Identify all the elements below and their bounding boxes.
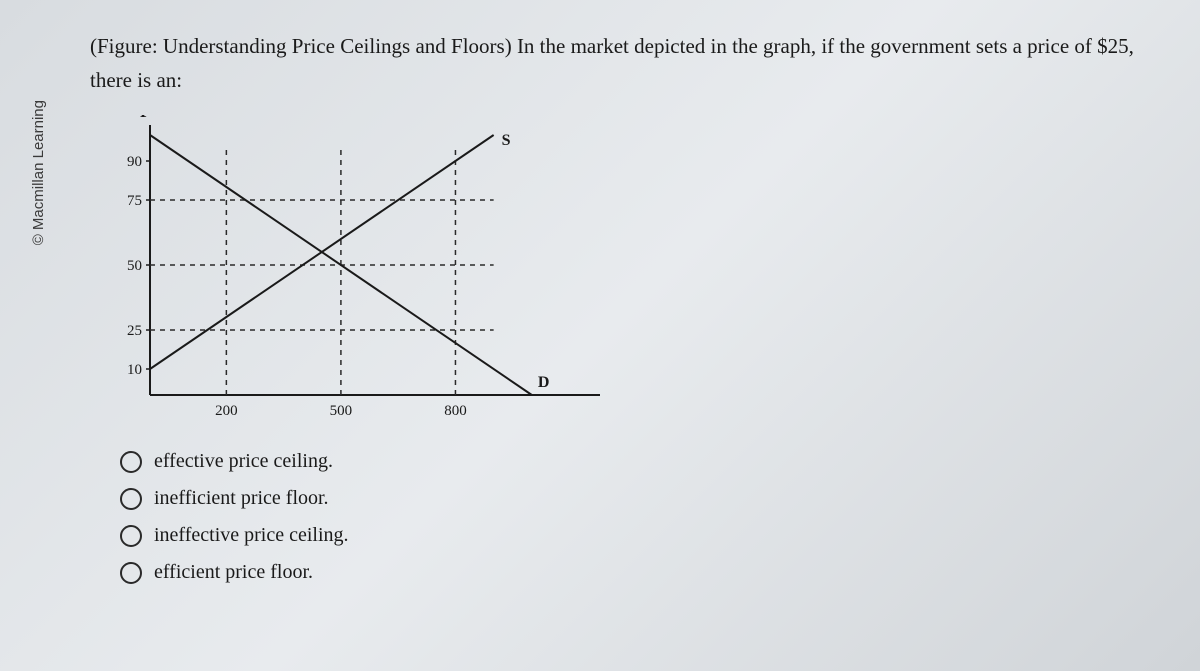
chart-svg: 9075502510200500800PQSD [100, 115, 600, 435]
option-a[interactable]: effective price ceiling. [120, 450, 349, 473]
option-label: efficient price floor. [154, 561, 313, 584]
option-b[interactable]: inefficient price floor. [120, 487, 349, 510]
svg-text:S: S [502, 132, 511, 149]
radio-icon [120, 562, 142, 584]
radio-icon [120, 525, 142, 547]
radio-icon [120, 488, 142, 510]
option-c[interactable]: ineffective price ceiling. [120, 524, 349, 547]
question-text: (Figure: Understanding Price Ceilings an… [90, 30, 1150, 97]
svg-text:10: 10 [127, 362, 142, 378]
svg-text:800: 800 [444, 403, 467, 419]
svg-text:25: 25 [127, 323, 142, 339]
svg-text:50: 50 [127, 258, 142, 274]
svg-text:500: 500 [330, 403, 353, 419]
radio-icon [120, 451, 142, 473]
copyright-text: © Macmillan Learning [30, 100, 47, 245]
svg-text:P: P [140, 115, 150, 121]
svg-text:200: 200 [215, 403, 238, 419]
option-label: inefficient price floor. [154, 487, 329, 510]
option-d[interactable]: efficient price floor. [120, 561, 349, 584]
answer-options: effective price ceiling. inefficient pri… [120, 450, 349, 598]
option-label: ineffective price ceiling. [154, 524, 349, 547]
svg-text:D: D [538, 374, 550, 391]
option-label: effective price ceiling. [154, 450, 333, 473]
page-root: © Macmillan Learning (Figure: Understand… [0, 0, 1200, 671]
svg-text:90: 90 [127, 154, 142, 170]
supply-demand-chart: 9075502510200500800PQSD [100, 115, 600, 435]
svg-text:75: 75 [127, 193, 142, 209]
